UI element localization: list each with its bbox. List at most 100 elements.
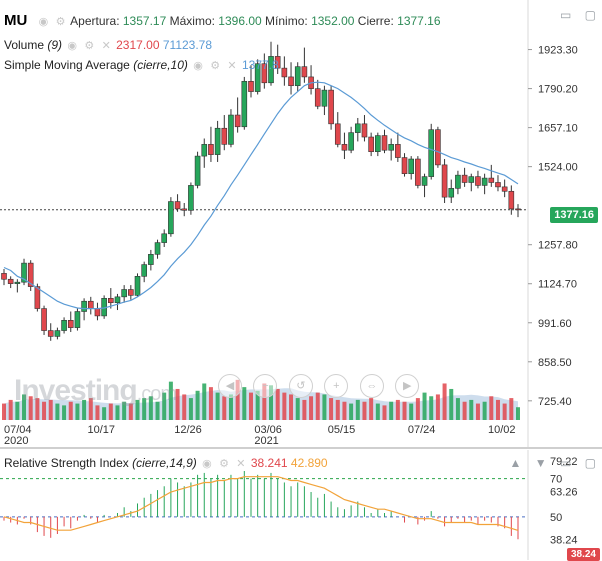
volume-bar xyxy=(395,399,400,420)
eye-icon[interactable]: ◉ xyxy=(202,458,212,470)
close-value: 1377.16 xyxy=(397,14,441,28)
volume-bar xyxy=(22,394,27,420)
scroll-left-icon[interactable]: ◀ xyxy=(218,374,242,398)
x-tick-label: 10/17 xyxy=(87,424,115,436)
volume-bar xyxy=(2,403,6,420)
maximize-icon[interactable]: ▢ xyxy=(584,456,596,470)
candle-body xyxy=(488,177,495,183)
volume-bar xyxy=(175,388,180,420)
x-tick-label: 12/26 xyxy=(174,424,202,436)
candle-body xyxy=(301,66,308,78)
candle-body xyxy=(194,155,201,186)
volume-bar xyxy=(482,401,487,420)
candle-body xyxy=(174,201,181,210)
settings-icon[interactable]: ⚙ xyxy=(210,60,221,72)
volume-bar xyxy=(369,398,374,420)
chart-navigation: ◀ − ↺ + ⇔ ▶ xyxy=(218,374,426,398)
rsi-value-1: 38.241 xyxy=(250,456,288,470)
delete-icon[interactable]: ✕ xyxy=(236,458,246,470)
minimize-icon[interactable]: ▭ xyxy=(559,456,572,470)
volume-bar xyxy=(375,403,380,420)
volume-bar xyxy=(168,381,173,420)
delete-icon[interactable]: ✕ xyxy=(101,40,111,52)
volume-bar xyxy=(409,403,414,420)
reset-icon[interactable]: ↺ xyxy=(288,374,313,398)
volume-bar xyxy=(68,401,73,420)
candle-body xyxy=(7,278,14,284)
eye-icon[interactable]: ◉ xyxy=(193,60,203,72)
candle-body xyxy=(375,135,381,152)
x-tick-label: 05/15 xyxy=(328,424,356,436)
open-label: Apertura: xyxy=(70,14,120,28)
volume-bar xyxy=(222,396,227,420)
candle-body xyxy=(181,208,188,211)
sma-legend: Simple Moving Average (cierre,10) ◉ ⚙ ✕ … xyxy=(4,58,279,72)
candle-body xyxy=(168,201,174,235)
scroll-right-icon[interactable]: ▶ xyxy=(395,374,420,398)
volume-bar xyxy=(329,398,334,420)
move-up-icon[interactable]: ▲ xyxy=(509,456,522,470)
y-tick-label: 858.50 xyxy=(538,357,572,369)
rsi-tick-label: 79.22 xyxy=(550,456,578,468)
candle-body xyxy=(435,129,441,166)
volume-bar xyxy=(162,392,167,420)
volume-bar xyxy=(502,403,507,420)
y-tick-label: 1657.10 xyxy=(538,123,578,135)
volume-bar xyxy=(302,399,307,420)
candle-body xyxy=(94,308,101,317)
candle-body xyxy=(334,123,341,145)
watermark-suffix: .com xyxy=(136,383,177,405)
candle-body xyxy=(515,208,521,211)
settings-icon[interactable]: ⚙ xyxy=(55,16,66,28)
candle-body xyxy=(448,188,455,198)
move-down-icon[interactable]: ▼ xyxy=(534,456,547,470)
volume-bar xyxy=(95,405,100,420)
candle-body xyxy=(395,144,401,158)
settings-icon[interactable]: ⚙ xyxy=(219,458,229,470)
volume-bar xyxy=(55,403,60,420)
candle-body xyxy=(481,177,488,186)
rsi-tick-label: 50 xyxy=(550,512,562,524)
candle-body xyxy=(81,300,87,312)
candle-body xyxy=(61,320,67,331)
y-tick-label: 1790.20 xyxy=(538,84,578,96)
volume-bar xyxy=(382,405,387,420)
fit-icon[interactable]: ⇔ xyxy=(359,374,384,398)
candle-body xyxy=(248,81,254,92)
x-tick-label: 10/02 xyxy=(488,424,516,436)
delete-icon[interactable]: ✕ xyxy=(227,60,237,72)
volume-bar xyxy=(282,392,287,420)
volume-bar xyxy=(489,396,494,420)
zoom-out-icon[interactable]: − xyxy=(253,374,278,398)
volume-bar xyxy=(275,388,280,420)
candle-body xyxy=(268,56,274,84)
volume-bar xyxy=(48,399,53,420)
last-price-tag: 1377.16 xyxy=(550,207,598,223)
settings-icon[interactable]: ⚙ xyxy=(84,40,95,52)
candle-body xyxy=(294,66,301,87)
candle-body xyxy=(14,281,21,284)
eye-icon[interactable]: ◉ xyxy=(38,16,49,28)
zoom-in-icon[interactable]: + xyxy=(324,374,349,398)
volume-bar xyxy=(462,401,467,420)
minimize-icon[interactable]: ▭ xyxy=(559,8,572,22)
volume-value-1: 2317.00 xyxy=(116,38,160,52)
x-tick-year: 2021 xyxy=(254,435,278,447)
volume-bar xyxy=(269,385,274,420)
x-tick-year: 2020 xyxy=(4,435,28,447)
volume-bar xyxy=(449,388,454,420)
volume-param: (9) xyxy=(47,38,63,52)
candle-body xyxy=(141,264,147,277)
x-tick-label: 07/24 xyxy=(408,424,436,436)
high-label: Máximo: xyxy=(169,14,215,28)
candle-body xyxy=(134,276,141,296)
maximize-icon[interactable]: ▢ xyxy=(584,8,596,22)
candle-body xyxy=(501,186,508,192)
volume-bar xyxy=(35,398,40,420)
volume-bar xyxy=(509,398,514,420)
candle-body xyxy=(41,308,47,331)
volume-bar xyxy=(355,399,360,420)
eye-icon[interactable]: ◉ xyxy=(67,40,77,52)
